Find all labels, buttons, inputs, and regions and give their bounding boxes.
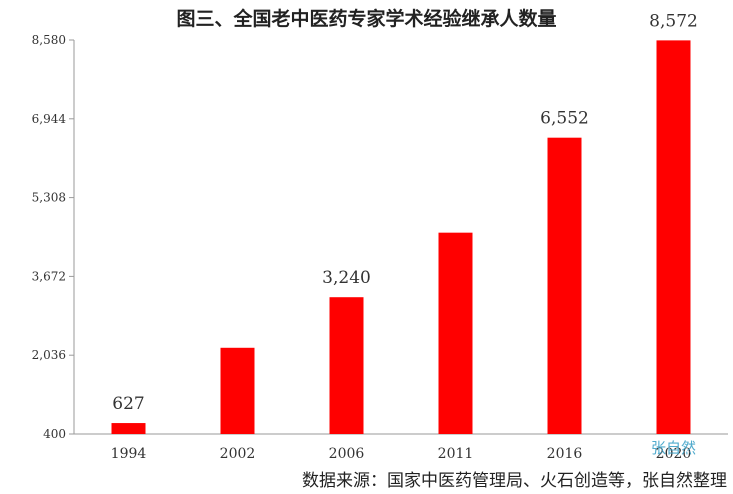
x-tick-label: 2016 xyxy=(547,446,583,462)
y-axis-ticks: 400 2,036 3,672 5,308 6,944 8,580 xyxy=(32,33,74,441)
y-tick-label: 8,580 xyxy=(32,33,66,47)
source-note: 数据来源：国家中医药管理局、火石创造等，张自然整理 xyxy=(302,471,727,491)
x-tick-label: 1994 xyxy=(111,446,147,462)
bar-2006 xyxy=(329,297,364,434)
data-label-2006: 3,240 xyxy=(322,268,371,288)
y-tick-label: 400 xyxy=(43,427,66,441)
y-tick-label: 6,944 xyxy=(32,112,67,126)
x-tick-label: 2006 xyxy=(329,446,365,462)
watermark: 张自然 xyxy=(651,439,697,457)
bar-2011 xyxy=(438,232,473,434)
bar-1994 xyxy=(111,423,146,434)
x-tick-label: 2011 xyxy=(438,446,474,462)
y-tick-label: 3,672 xyxy=(32,269,66,283)
x-axis-labels: 1994 2002 2006 2011 2016 2020 xyxy=(111,446,692,462)
chart-title: 图三、全国老中医药专家学术经验继承人数量 xyxy=(176,8,557,30)
data-label-1994: 627 xyxy=(112,394,144,414)
bar-2002 xyxy=(220,347,255,434)
x-tick-label: 2020 xyxy=(656,446,692,462)
data-label-2020: 8,572 xyxy=(649,11,698,31)
y-tick-label: 5,308 xyxy=(32,191,66,205)
bar-2020 xyxy=(656,40,691,435)
data-label-2016: 6,552 xyxy=(540,109,589,129)
bars xyxy=(111,40,691,435)
x-tick-label: 2002 xyxy=(220,446,256,462)
bar-2016 xyxy=(547,137,582,435)
data-labels: 627 3,240 6,552 8,572 xyxy=(112,11,698,414)
y-tick-label: 2,036 xyxy=(32,348,66,362)
